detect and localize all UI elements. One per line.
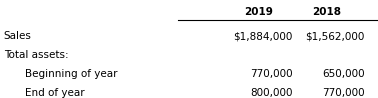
Text: 2018: 2018 (313, 7, 341, 17)
Text: End of year: End of year (25, 88, 84, 98)
Text: Beginning of year: Beginning of year (25, 69, 117, 79)
Text: 800,000: 800,000 (251, 88, 293, 98)
Text: Sales: Sales (4, 31, 32, 41)
Text: $1,562,000: $1,562,000 (305, 31, 365, 41)
Text: 770,000: 770,000 (322, 88, 365, 98)
Text: 2019: 2019 (245, 7, 273, 17)
Text: 770,000: 770,000 (250, 69, 293, 79)
Text: 650,000: 650,000 (322, 69, 365, 79)
Text: Total assets:: Total assets: (4, 50, 68, 60)
Text: $1,884,000: $1,884,000 (234, 31, 293, 41)
